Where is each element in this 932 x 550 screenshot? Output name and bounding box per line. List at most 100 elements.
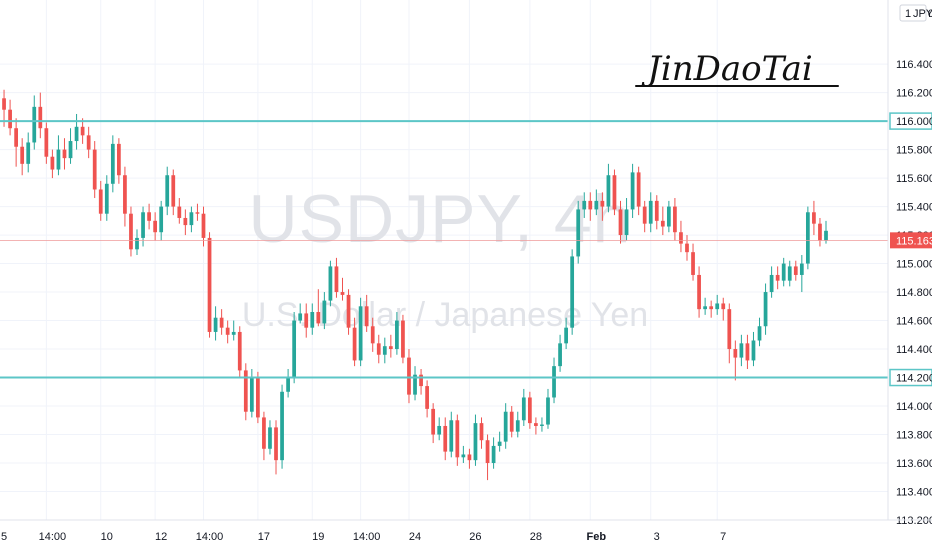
candle [68, 128, 73, 164]
candle-body [552, 366, 556, 398]
candle-body [268, 427, 272, 449]
candle [751, 331, 756, 367]
candle-body [32, 106, 37, 143]
candle [733, 340, 738, 381]
candle [763, 283, 768, 335]
candle [26, 132, 31, 173]
candle-body [721, 303, 726, 310]
candle-body [679, 232, 683, 244]
candle [382, 337, 387, 364]
candle-body [56, 149, 61, 170]
candle [540, 417, 544, 432]
candle [201, 206, 206, 247]
candle-body [219, 317, 224, 328]
candle [739, 334, 744, 367]
candle-body [612, 175, 617, 210]
candle [62, 138, 67, 170]
grid [0, 0, 888, 521]
candle [80, 118, 85, 144]
time-tick-label: 7 [720, 531, 726, 543]
candle [98, 180, 103, 221]
candle [437, 417, 442, 441]
candle [679, 220, 683, 253]
candle-body [540, 424, 544, 426]
candle-body [370, 326, 375, 344]
candle-body [86, 135, 91, 150]
candle [618, 200, 623, 244]
candle-body [159, 206, 164, 233]
candle [286, 368, 290, 398]
candle [310, 303, 315, 335]
candle [594, 189, 599, 216]
candle [274, 420, 278, 475]
candle-body [401, 320, 405, 358]
signature-text: JinDaoTai [641, 49, 813, 89]
candle-body [576, 209, 581, 257]
candle-body [20, 146, 25, 164]
candle [582, 192, 587, 218]
candle-body [648, 200, 653, 224]
candle-body [546, 397, 550, 425]
currency-badge[interactable] [899, 4, 927, 22]
candle-body [213, 317, 218, 332]
candle [812, 200, 816, 236]
time-tick-label: 12 [155, 531, 167, 543]
price-axis[interactable]: 1 JPY 0 116.400 116.200 115.800 115.600 115.… [887, 0, 932, 550]
level-price-tag [889, 368, 932, 387]
time-tick-label: 24 [409, 531, 421, 543]
candle-body [437, 425, 442, 435]
candle [407, 349, 411, 404]
candle [298, 303, 303, 324]
candle-body [153, 220, 158, 233]
candle-body [449, 420, 454, 452]
candle [703, 297, 707, 315]
time-tick-label: 5 [1, 531, 7, 543]
level-price-label: 114.200 [896, 373, 932, 385]
candle [552, 357, 556, 404]
price-tick-label: 114.600 [896, 316, 932, 328]
candle [467, 448, 472, 469]
candle [370, 317, 375, 352]
candle [624, 198, 629, 241]
candle [673, 198, 677, 241]
candle-body [141, 212, 145, 238]
candle [159, 200, 164, 241]
candle [630, 163, 635, 218]
candle [50, 149, 55, 179]
time-axis[interactable]: 5 14:00 10 12 14:00 17 19 14:00 24 26 28 Feb 3 7 [0, 519, 932, 543]
candle [642, 200, 647, 233]
candle-body [129, 213, 133, 250]
currency-badge-prefix: 1 [905, 8, 911, 20]
candle-body [812, 212, 816, 224]
candle [781, 257, 786, 287]
candle-body [183, 217, 188, 226]
candle [473, 414, 478, 466]
candle [14, 118, 19, 167]
candle-body [286, 377, 290, 392]
candle-body [763, 292, 768, 327]
candle-body [443, 425, 448, 452]
candle-body [473, 423, 478, 461]
candle-body [298, 313, 303, 321]
candle [497, 431, 502, 452]
candle [818, 217, 822, 247]
candle [636, 166, 641, 216]
candle [612, 169, 617, 216]
candle-body [497, 441, 502, 446]
candle [527, 391, 532, 429]
candle-body [123, 175, 127, 214]
candle [346, 289, 351, 335]
candle [769, 266, 774, 298]
candle-body [654, 200, 659, 221]
candle [600, 192, 605, 221]
candle [340, 277, 345, 301]
horizontal-levels-layer [0, 120, 888, 379]
candle-body [673, 206, 677, 233]
candle [697, 266, 701, 318]
candle-body [660, 220, 665, 227]
candle-body [467, 454, 472, 461]
candle [485, 434, 490, 481]
candle-body [292, 320, 297, 378]
